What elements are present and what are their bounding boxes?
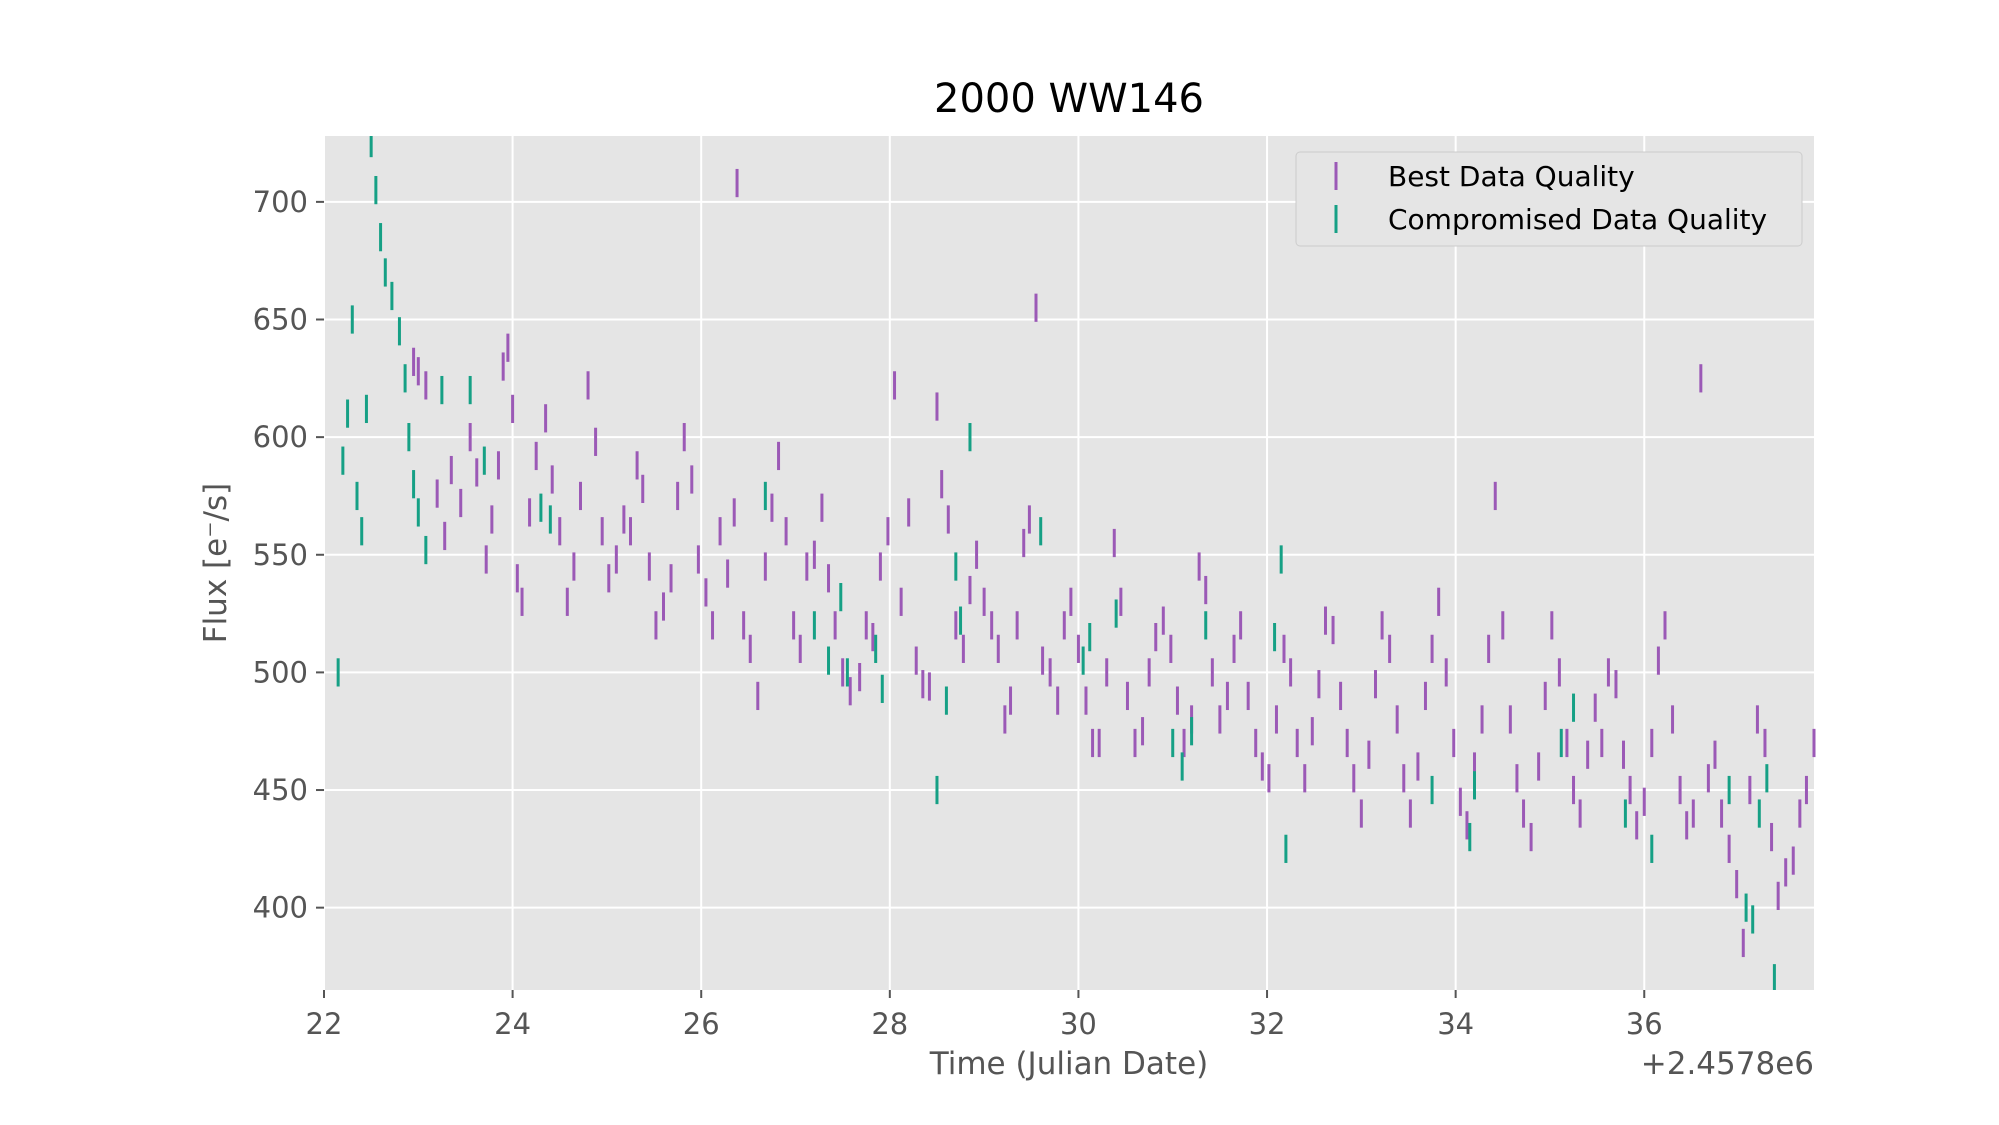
y-axis-label: Flux [e⁻/s] xyxy=(198,483,234,644)
y-tick-label: 700 xyxy=(253,185,308,219)
x-tick-label: 24 xyxy=(494,1007,531,1041)
axis-ticks: 22 24 26 28 30 32 34 36 400 450 500 550 600 650 700 xyxy=(253,185,1663,1041)
series-compromised xyxy=(336,136,1776,990)
x-axis-label: Time (Julian Date) xyxy=(929,1046,1209,1082)
y-tick-label: 400 xyxy=(253,891,308,925)
x-axis-offset-label: +2.4578e6 xyxy=(1641,1046,1814,1082)
x-tick-label: 22 xyxy=(306,1007,343,1041)
data-points xyxy=(336,136,1816,990)
legend-item-best: Best Data Quality xyxy=(1334,160,1635,193)
y-tick-label: 550 xyxy=(253,538,308,572)
legend-box xyxy=(1295,151,1803,247)
legend: Best Data Quality Compromised Data Quali… xyxy=(1295,151,1803,247)
x-tick-label: 30 xyxy=(1060,1007,1097,1041)
x-tick-label: 28 xyxy=(871,1007,908,1041)
series-best xyxy=(412,168,1816,958)
legend-label-compromised: Compromised Data Quality xyxy=(1388,203,1767,236)
x-tick-label: 32 xyxy=(1249,1007,1286,1041)
x-tick-label: 34 xyxy=(1437,1007,1474,1041)
y-tick-label: 600 xyxy=(253,420,308,454)
y-tick-label: 500 xyxy=(253,655,308,689)
plot-area xyxy=(324,136,1814,990)
grid-lines xyxy=(323,136,1814,990)
x-tick-label: 26 xyxy=(683,1007,720,1041)
y-tick-label: 450 xyxy=(253,773,308,807)
y-tick-label: 650 xyxy=(253,303,308,337)
legend-label-best: Best Data Quality xyxy=(1388,160,1635,193)
chart-title: 2000 WW146 xyxy=(934,76,1204,122)
legend-item-compromised: Compromised Data Quality xyxy=(1334,203,1767,236)
x-tick-label: 36 xyxy=(1626,1007,1663,1041)
